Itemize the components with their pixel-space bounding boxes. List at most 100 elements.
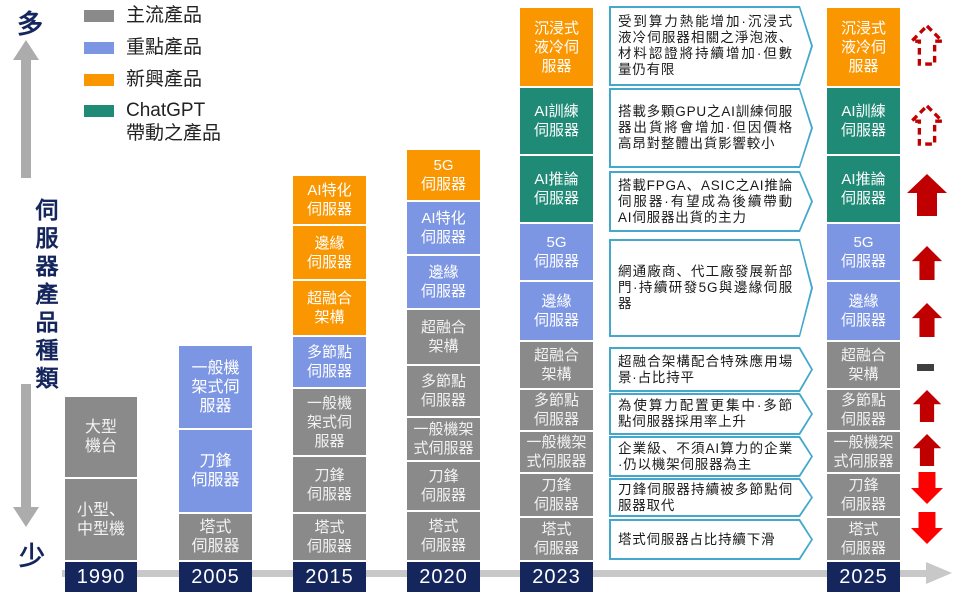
callout-ai-inference: 搭載FPGA、ASIC之AI推論伺服器·有望成為後續帶動AI伺服器出貨的主力 — [609, 171, 813, 232]
stack-box: 刀鋒 伺服器 — [520, 474, 593, 516]
callout-text: 塔式伺服器占比持續下滑 — [618, 531, 776, 547]
column-2005: 一般機 架式伺 服器 刀鋒 伺服器 塔式 伺服器 — [179, 346, 252, 560]
trend-up-icon — [906, 246, 948, 280]
legend-swatch-key-product — [84, 41, 114, 54]
trend-up-icon — [906, 303, 948, 337]
callout-multinode: 為使算力配置更集中·多節點伺服器採用率上升 — [609, 393, 813, 435]
column-2023: 沉浸式 液冷伺 服器 AI訓練 伺服器 AI推論 伺服器 5G 伺服器 邊緣 伺… — [520, 8, 593, 560]
axis-title: 伺服器產品種類 — [32, 198, 58, 394]
callout-hyperconverged: 超融合架構配合特殊應用場景·占比持平 — [609, 347, 813, 392]
axis-arrow-up-shaft — [21, 59, 31, 178]
year-label-2005: 2005 — [179, 562, 252, 592]
column-2020: 5G 伺服器 AI特化 伺服器 邊緣 伺服器 超融合 架構 多節點 伺服器 一般… — [407, 150, 480, 560]
legend-label: 重點產品 — [126, 36, 203, 58]
stack-box: 塔式 伺服器 — [179, 514, 252, 560]
callout-text: 超融合架構配合特殊應用場景·占比持平 — [618, 353, 793, 385]
stack-box: 超融合 架構 — [293, 281, 366, 335]
callout-text: 搭載多顆GPU之AI訓練伺服器出貨將會增加·但因價格高昂對整體出貨影響較小 — [618, 104, 793, 151]
stack-box: 超融合 架構 — [827, 342, 900, 388]
stack-box: 多節點 伺服器 — [520, 390, 593, 430]
callout-text: 為使算力配置更集中·多節點伺服器採用率上升 — [618, 398, 793, 429]
trend-down-icon — [906, 512, 948, 544]
callout-blade: 刀鋒伺服器持續被多節點伺服器取代 — [609, 478, 813, 517]
year-label-2025: 2025 — [827, 562, 900, 592]
legend-item-mainstream: 主流產品 — [84, 5, 221, 28]
axis-arrow-down-shaft — [21, 384, 31, 508]
axis-label-less: 少 — [19, 541, 46, 571]
stack-box: AI訓練 伺服器 — [827, 88, 900, 154]
callout-text: 搭載FPGA、ASIC之AI推論伺服器·有望成為後續帶動AI伺服器出貨的主力 — [618, 177, 793, 225]
stack-box: 小型、 中型機 — [65, 479, 137, 560]
stack-box: 超融合 架構 — [520, 342, 593, 388]
timeline-axis — [62, 570, 928, 577]
stack-box: AI特化 伺服器 — [407, 202, 480, 254]
stack-box: 一般機架 式伺服器 — [827, 432, 900, 472]
timeline-arrow-icon — [926, 562, 952, 584]
legend-item-key-product: 重點產品 — [84, 37, 221, 60]
legend-label: 新興產品 — [126, 68, 203, 90]
legend-item-chatgpt: ChatGPT 帶動之產品 — [84, 100, 221, 146]
callout-rack: 企業級、不須AI算力的企業·仍以機架伺服器為主 — [609, 436, 813, 477]
stack-box: 邊緣 伺服器 — [520, 282, 593, 340]
callout-immersion-cooling: 受到算力熱能增加·沉浸式液冷伺服器相關之淨泡液、材料認證將持續增加·但數量仍有限 — [609, 6, 813, 86]
legend-swatch-chatgpt — [84, 105, 114, 118]
stack-box: 超融合 架構 — [407, 310, 480, 364]
trend-up-dashed-icon — [906, 24, 948, 66]
stack-box: 5G 伺服器 — [827, 224, 900, 280]
axis-label-more: 多 — [17, 9, 44, 39]
callout-5g-edge: 網通廠商、代工廠發展新部門·持續研發5G與邊緣伺服器 — [609, 239, 813, 337]
year-label-2023: 2023 — [520, 562, 593, 592]
stack-box: 5G 伺服器 — [407, 150, 480, 200]
stack-box: AI特化 伺服器 — [293, 176, 366, 224]
year-label-2015: 2015 — [293, 562, 366, 592]
trend-up-icon — [906, 434, 948, 466]
stack-box: 邊緣 伺服器 — [407, 256, 480, 308]
stack-box: 一般機架 式伺服器 — [407, 418, 480, 460]
trend-up-dashed-icon — [906, 104, 948, 146]
trend-up-strong-icon — [906, 174, 948, 216]
stack-box: 沉浸式 液冷伺 服器 — [520, 8, 593, 86]
legend-swatch-mainstream — [84, 10, 114, 22]
callout-text: 企業級、不須AI算力的企業·仍以機架伺服器為主 — [618, 440, 793, 472]
stack-box: 塔式 伺服器 — [827, 518, 900, 560]
stack-box: 刀鋒 伺服器 — [407, 462, 480, 510]
stack-box: 多節點 伺服器 — [827, 390, 900, 430]
legend-label: 主流產品 — [126, 5, 203, 26]
stack-box: 邊緣 伺服器 — [293, 226, 366, 279]
stack-box: 沉浸式 液冷伺 服器 — [827, 8, 900, 86]
stack-box: AI訓練 伺服器 — [520, 88, 593, 154]
axis-arrow-up-icon — [13, 40, 39, 60]
stack-box: AI推論 伺服器 — [520, 156, 593, 222]
legend-item-emerging: 新興產品 — [84, 69, 221, 92]
trend-flat-icon — [917, 364, 934, 371]
trend-up-icon — [906, 390, 948, 422]
legend-swatch-emerging — [84, 73, 114, 86]
column-1990: 大型 機台 小型、 中型機 — [65, 397, 137, 560]
stack-box: 刀鋒 伺服器 — [179, 430, 252, 512]
stack-box: 多節點 伺服器 — [407, 366, 480, 416]
stack-box: 大型 機台 — [65, 397, 137, 477]
column-2025: 沉浸式 液冷伺 服器 AI訓練 伺服器 AI推論 伺服器 5G 伺服器 邊緣 伺… — [827, 8, 900, 560]
year-label-2020: 2020 — [407, 562, 480, 592]
stack-box: 塔式 伺服器 — [293, 514, 366, 560]
stack-box: 一般機架 式伺服器 — [520, 432, 593, 472]
year-label-1990: 1990 — [65, 562, 137, 592]
callout-text: 網通廠商、代工廠發展新部門·持續研發5G與邊緣伺服器 — [618, 264, 793, 311]
stack-box: 塔式 伺服器 — [407, 512, 480, 560]
stack-box: 一般機 架式伺 服器 — [293, 389, 366, 455]
stack-box: 5G 伺服器 — [520, 224, 593, 280]
stack-box: 刀鋒 伺服器 — [827, 474, 900, 516]
stack-box: 多節點 伺服器 — [293, 337, 366, 387]
stack-box: 刀鋒 伺服器 — [293, 457, 366, 512]
callout-ai-training: 搭載多顆GPU之AI訓練伺服器出貨將會增加·但因價格高昂對整體出貨影響較小 — [609, 88, 813, 168]
stack-box: 邊緣 伺服器 — [827, 282, 900, 340]
axis-arrow-down-icon — [13, 507, 39, 527]
callout-tower: 塔式伺服器占比持續下滑 — [609, 519, 813, 560]
column-2015: AI特化 伺服器 邊緣 伺服器 超融合 架構 多節點 伺服器 一般機 架式伺 服… — [293, 176, 366, 560]
stack-box: 一般機 架式伺 服器 — [179, 346, 252, 428]
stack-box: AI推論 伺服器 — [827, 156, 900, 222]
legend-label: ChatGPT 帶動之產品 — [126, 100, 222, 145]
legend: 主流產品 重點產品 新興產品 ChatGPT 帶動之產品 — [84, 5, 221, 155]
callout-text: 受到算力熱能增加·沉浸式液冷伺服器相關之淨泡液、材料認證將持續增加·但數量仍有限 — [618, 14, 793, 77]
